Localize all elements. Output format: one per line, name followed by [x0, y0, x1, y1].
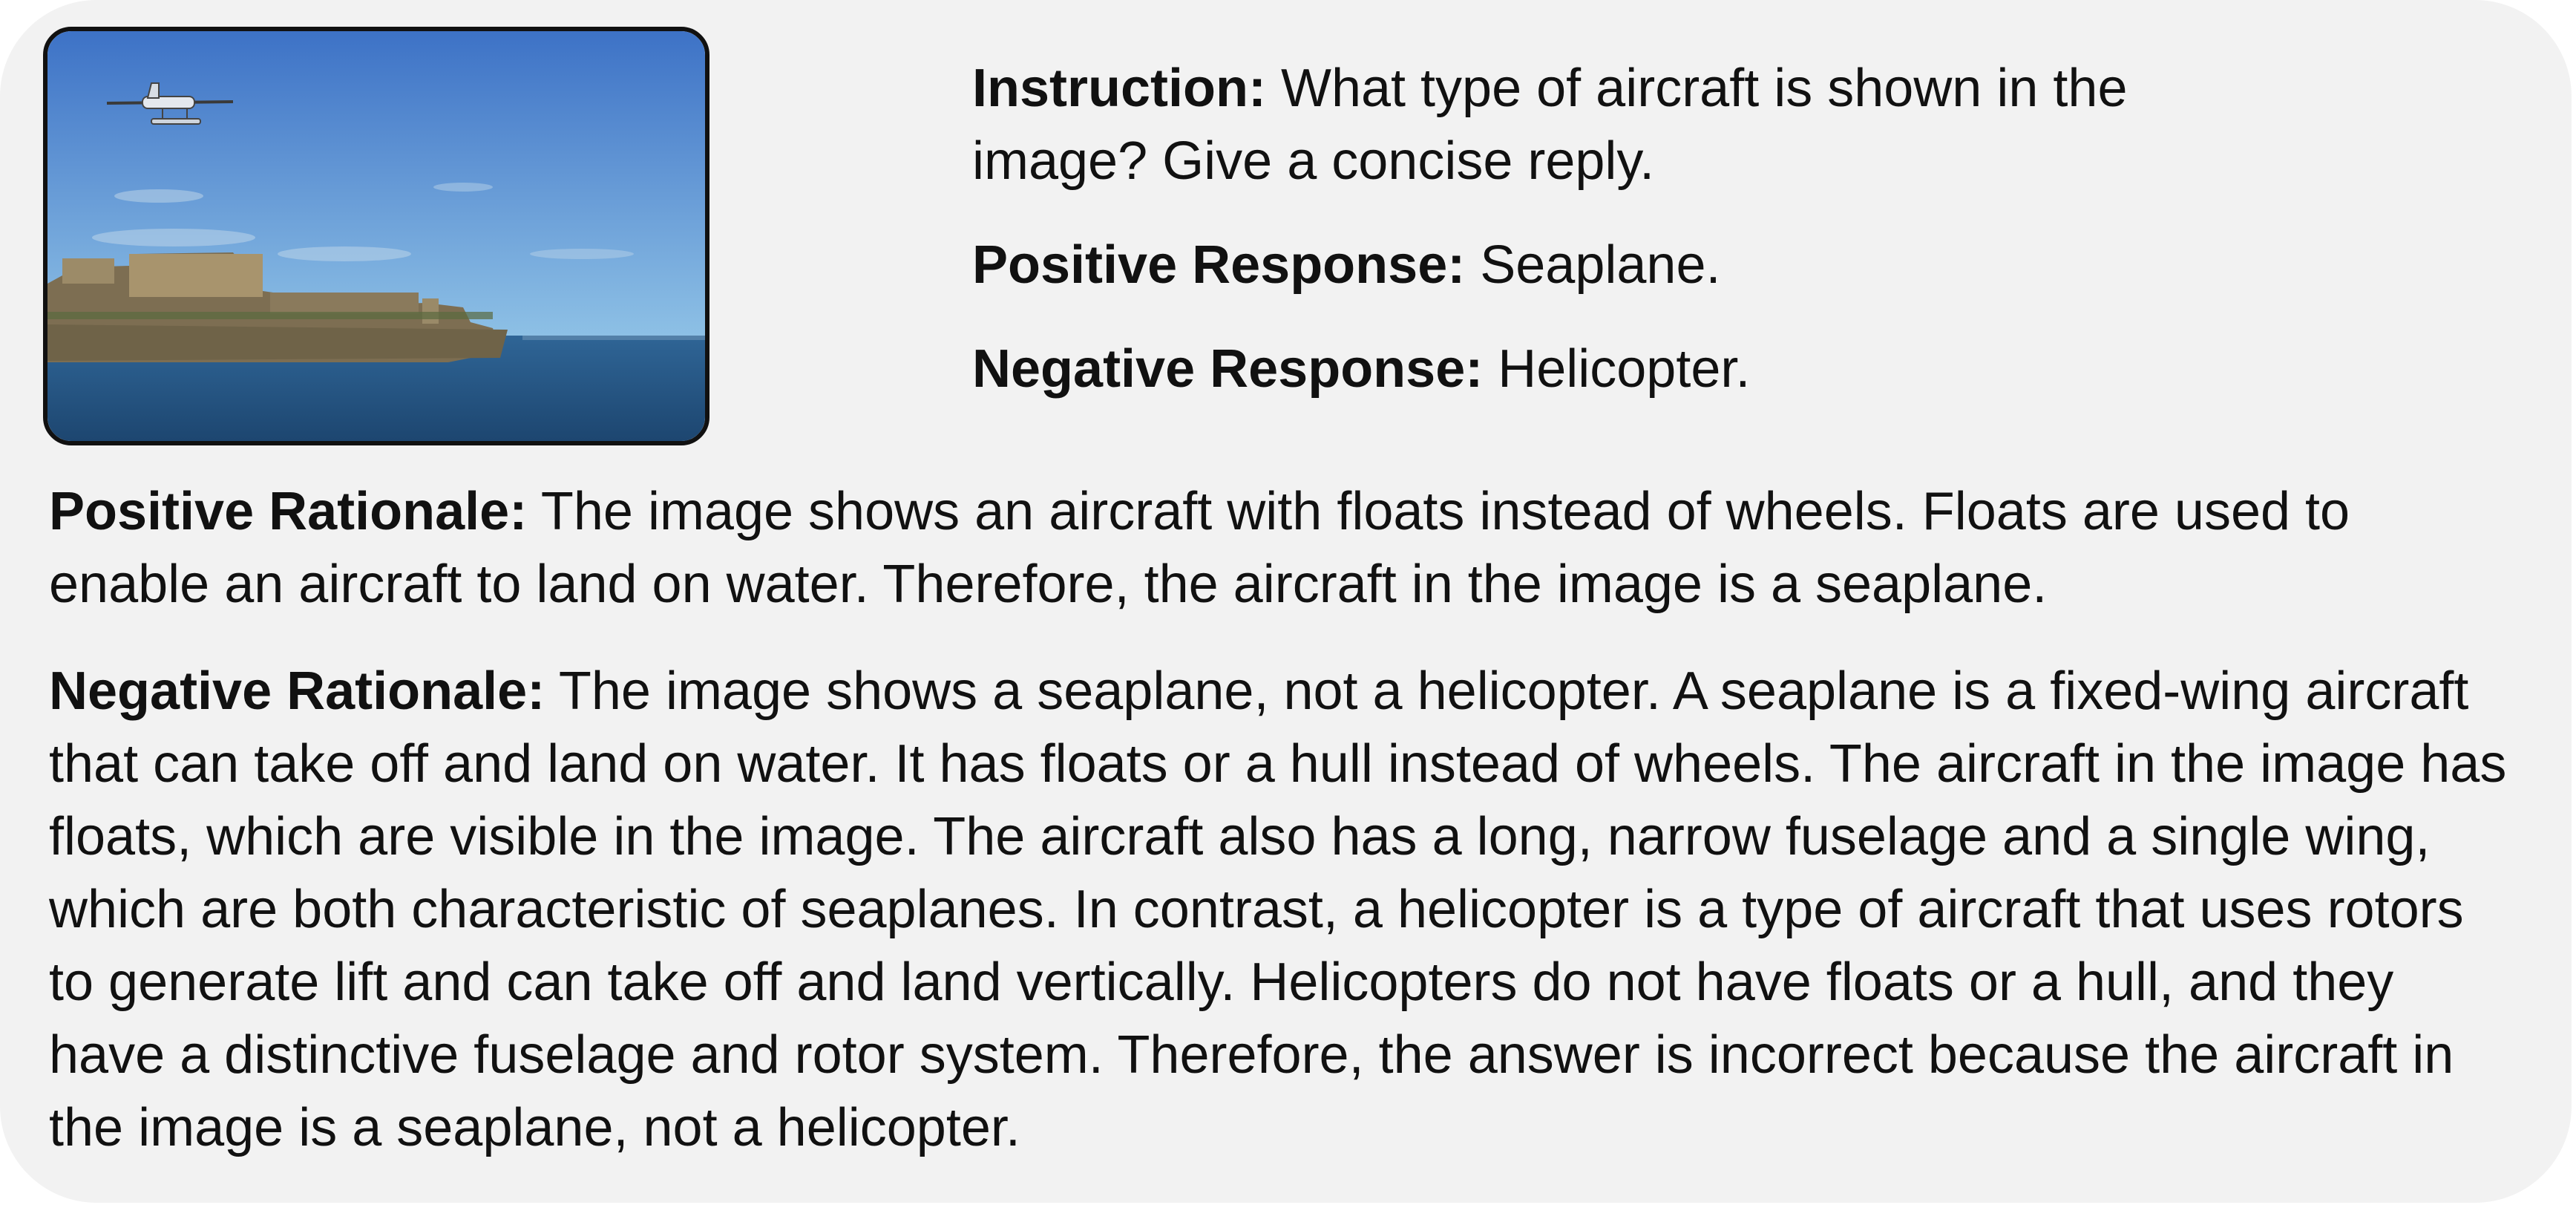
- positive-response-label: Positive Response:: [972, 235, 1466, 295]
- instruction-paragraph: Instruction: What type of aircraft is sh…: [972, 52, 2130, 197]
- negative-response-text: Helicopter.: [1498, 339, 1751, 399]
- question-answer-block: Instruction: What type of aircraft is sh…: [972, 52, 2130, 437]
- instruction-label: Instruction:: [972, 59, 1266, 118]
- positive-rationale-paragraph: Positive Rationale: The image shows an a…: [49, 475, 2520, 621]
- seaplane-over-harbour-photo: [47, 31, 705, 441]
- negative-rationale-text: The image shows a seaplane, not a helico…: [49, 662, 2507, 1157]
- instruction-text: What type of aircraft is shown in the im…: [972, 59, 2128, 191]
- negative-rationale-paragraph: Negative Rationale: The image shows a se…: [49, 655, 2520, 1164]
- negative-response-label: Negative Response:: [972, 339, 1484, 399]
- positive-response-text: Seaplane.: [1480, 235, 1721, 295]
- rationale-block: Positive Rationale: The image shows an a…: [49, 475, 2520, 1198]
- positive-rationale-label: Positive Rationale:: [49, 482, 528, 541]
- fortress: [47, 252, 508, 362]
- positive-response-paragraph: Positive Response: Seaplane.: [972, 229, 2130, 301]
- negative-rationale-label: Negative Rationale:: [49, 662, 545, 721]
- seaplane-photo: [43, 27, 709, 445]
- positive-rationale-text: The image shows an aircraft with floats …: [49, 482, 2350, 614]
- seaplane: [106, 82, 234, 125]
- negative-response-paragraph: Negative Response: Helicopter.: [972, 333, 2130, 405]
